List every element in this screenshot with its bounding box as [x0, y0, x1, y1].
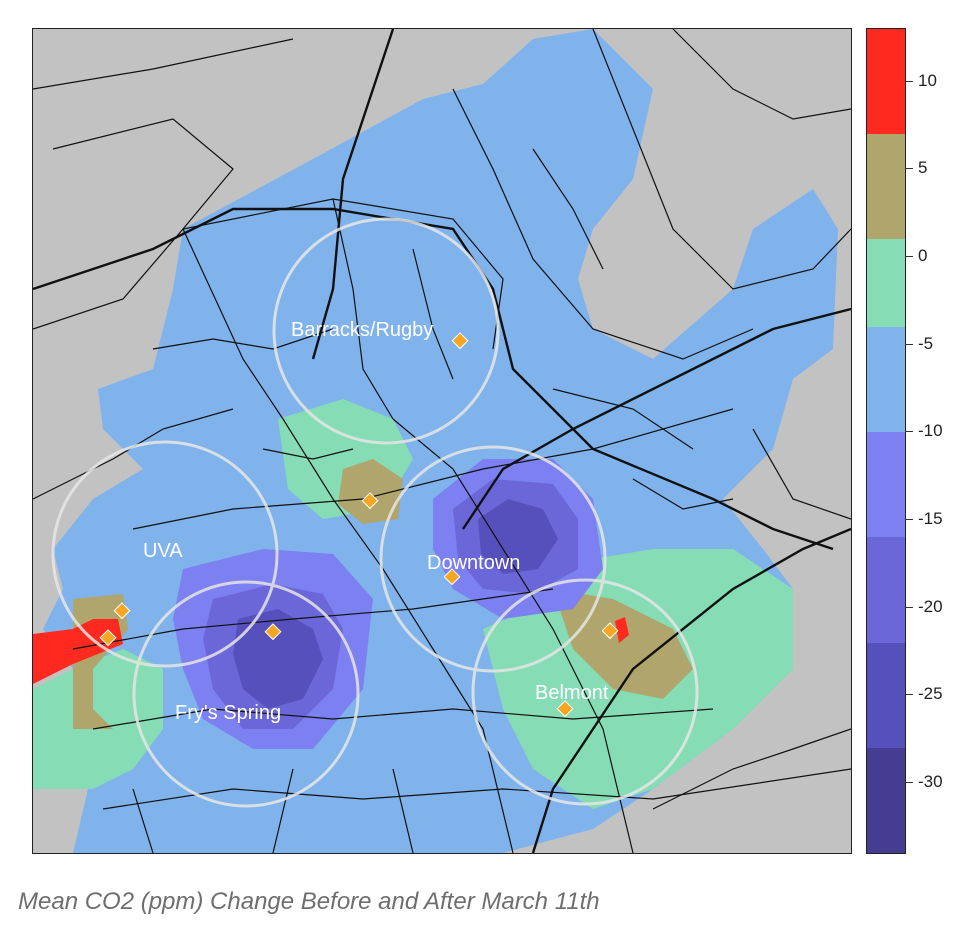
region-purple-frys-inner [233, 609, 323, 709]
sensor-marker [443, 568, 461, 586]
sensor-marker [113, 602, 131, 620]
colorbar-tick [905, 343, 913, 345]
colorbar-tick-label: -15 [918, 508, 943, 528]
sensor-marker [451, 332, 469, 350]
colorbar-bin [867, 134, 905, 240]
colorbar-tick [905, 781, 913, 783]
circle-frys [132, 580, 360, 808]
colorbar-tick-label: -30 [918, 771, 943, 791]
highway-lines [33, 29, 851, 853]
colorbar-tick-label: 0 [918, 245, 928, 265]
map-caption: Mean CO2 (ppm) Change Before and After M… [18, 888, 600, 915]
colorbar-tick-label: -10 [918, 421, 943, 441]
label-frys-spring: Fry's Spring [175, 702, 281, 724]
sensor-marker [601, 622, 619, 640]
colorbar-bin [867, 747, 905, 853]
colorbar [866, 28, 906, 854]
region-red-west [33, 619, 123, 684]
label-barracks-rugby: Barracks/Rugby [291, 319, 433, 341]
label-belmont: Belmont [535, 682, 609, 704]
sensor-marker [361, 492, 379, 510]
sensor-marker [556, 700, 574, 718]
colorbar-tick-label: -5 [918, 333, 934, 353]
co2-change-map: Barracks/Rugby UVA Downtown Fry's Spring… [33, 29, 851, 853]
circle-barracks [272, 217, 500, 445]
region-red-belmont [615, 617, 629, 643]
circle-uva [51, 440, 279, 668]
label-uva: UVA [143, 540, 183, 562]
sensor-marker [99, 629, 117, 647]
label-downtown: Downtown [427, 552, 520, 574]
colorbar-tick [905, 168, 913, 170]
circle-belmont [471, 578, 699, 806]
colorbar-bin [867, 327, 905, 433]
colorbar-tick [905, 80, 913, 82]
colorbar-bin [867, 432, 905, 538]
region-purple-downtown-inner [478, 499, 558, 574]
region-tan-north [338, 459, 403, 524]
colorbar-tick [905, 606, 913, 608]
map-panel: Barracks/Rugby UVA Downtown Fry's Spring… [32, 28, 852, 854]
colorbar-bin [867, 29, 905, 135]
sensor-marker [264, 623, 282, 641]
colorbar-bin [867, 239, 905, 328]
colorbar-tick [905, 694, 913, 696]
sensor-markers [99, 332, 619, 718]
colorbar-bin [867, 642, 905, 748]
neighborhood-circles [51, 217, 699, 808]
colorbar-tick-label: -20 [918, 596, 943, 616]
colorbar-tick-label: -25 [918, 684, 943, 704]
colorbar-tick [905, 518, 913, 520]
colorbar-tick-label: 5 [918, 158, 928, 178]
colorbar-tick-label: 10 [918, 70, 937, 90]
colorbar-bin [867, 537, 905, 643]
colorbar-tick [905, 255, 913, 257]
circle-downtown [379, 445, 607, 673]
colorbar-tick [905, 431, 913, 433]
